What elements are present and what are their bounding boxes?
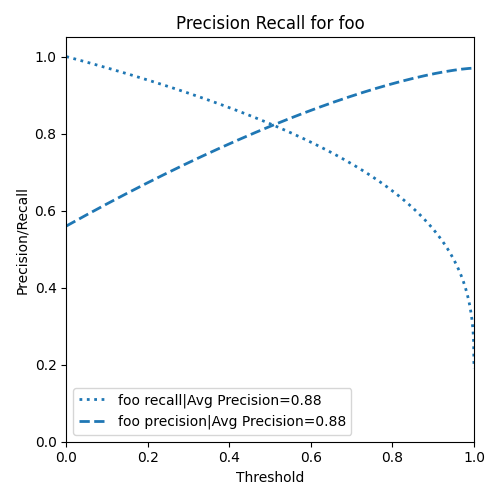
- foo precision|Avg Precision=0.88: [64, 223, 70, 229]
- Y-axis label: Precision/Recall: Precision/Recall: [15, 186, 29, 294]
- Line: foo recall|Avg Precision=0.88: foo recall|Avg Precision=0.88: [66, 56, 474, 368]
- foo recall|Avg Precision=0.88: [388, 188, 394, 194]
- foo precision|Avg Precision=0.88: [243, 134, 249, 140]
- foo recall|Avg Precision=0.88: [228, 106, 234, 112]
- foo recall|Avg Precision=0.88: [243, 111, 249, 117]
- foo recall|Avg Precision=0.88: [344, 158, 349, 164]
- X-axis label: Threshold: Threshold: [236, 471, 304, 485]
- foo precision|Avg Precision=0.88: [105, 200, 111, 206]
- Title: Precision Recall for foo: Precision Recall for foo: [176, 15, 364, 33]
- foo precision|Avg Precision=0.88: [344, 95, 349, 101]
- foo precision|Avg Precision=0.88: [471, 65, 477, 71]
- foo recall|Avg Precision=0.88: [381, 182, 387, 188]
- foo precision|Avg Precision=0.88: [381, 83, 387, 89]
- foo recall|Avg Precision=0.88: [64, 54, 70, 60]
- foo recall|Avg Precision=0.88: [105, 65, 111, 71]
- foo precision|Avg Precision=0.88: [228, 140, 234, 146]
- foo recall|Avg Precision=0.88: [471, 366, 477, 372]
- foo precision|Avg Precision=0.88: [388, 81, 394, 87]
- Line: foo precision|Avg Precision=0.88: foo precision|Avg Precision=0.88: [66, 68, 474, 226]
- Legend: foo recall|Avg Precision=0.88, foo precision|Avg Precision=0.88: foo recall|Avg Precision=0.88, foo preci…: [73, 388, 351, 435]
